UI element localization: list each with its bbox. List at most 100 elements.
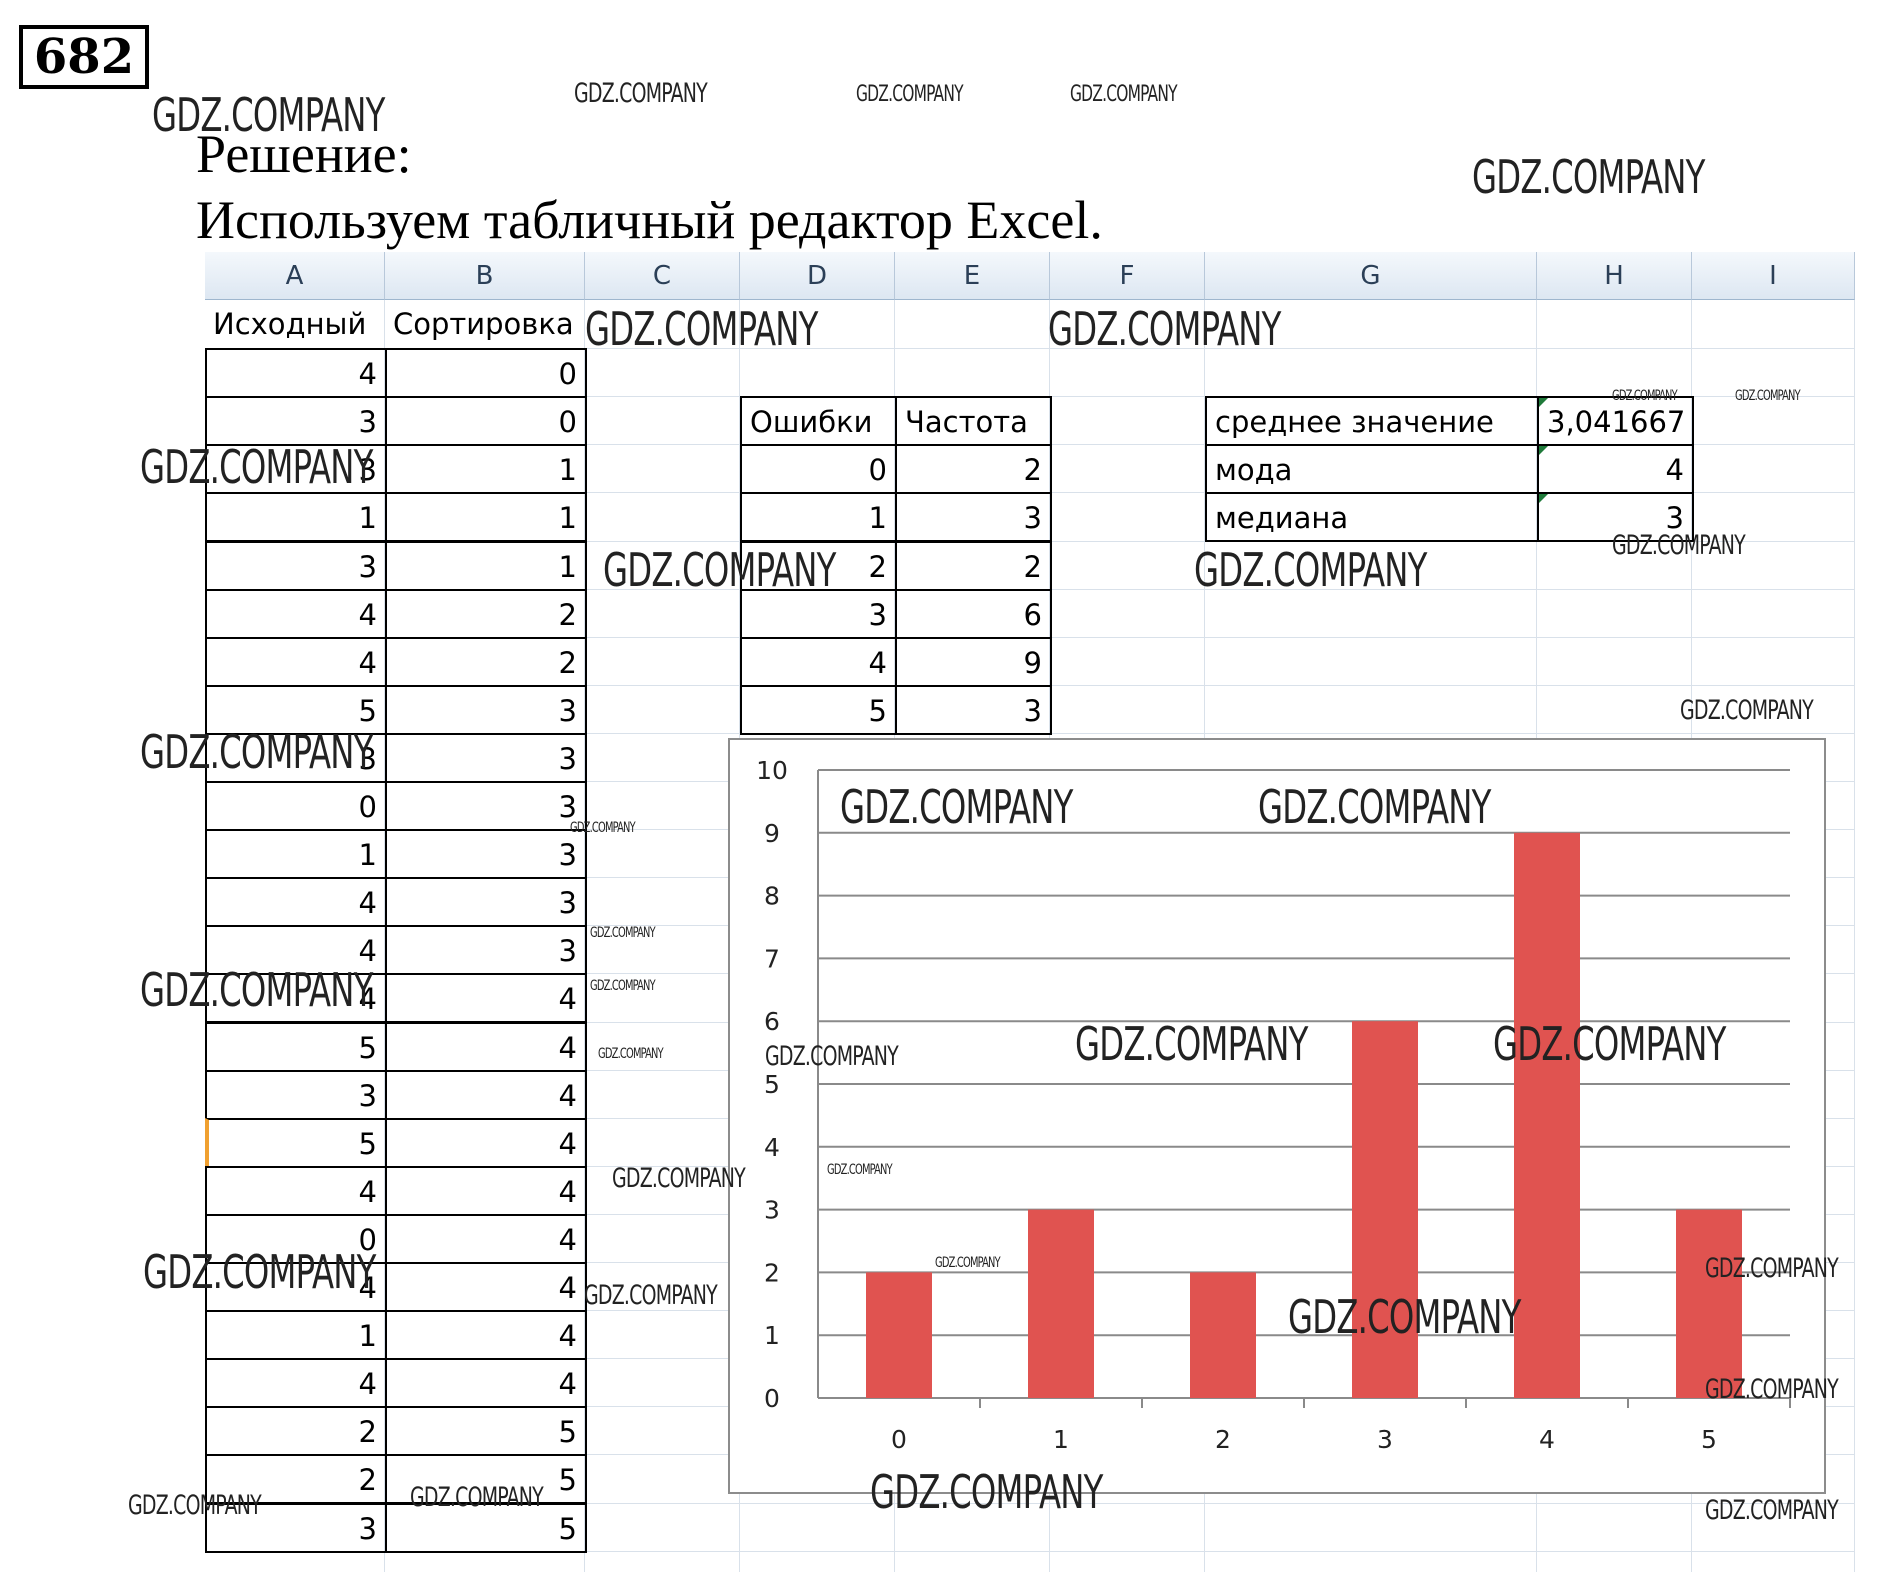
original-value-cell[interactable]: 4 — [205, 1358, 387, 1409]
sorted-value-cell[interactable]: 4 — [385, 1165, 587, 1216]
freq-errors-cell[interactable]: 5 — [740, 684, 897, 735]
sorted-value-cell[interactable]: 1 — [385, 540, 587, 591]
stat-value-cell[interactable]: 3 — [1537, 492, 1694, 543]
original-value-cell[interactable]: 4 — [205, 348, 387, 399]
original-value-cell[interactable]: 4 — [205, 1262, 387, 1313]
x-tick-label: 5 — [1701, 1425, 1717, 1454]
formula-indicator-icon — [1539, 398, 1548, 408]
sorted-value-cell[interactable]: 2 — [385, 588, 587, 639]
column-header-g[interactable]: G — [1205, 252, 1537, 300]
sorted-value-cell[interactable]: 4 — [385, 1213, 587, 1264]
freq-frequency-cell[interactable]: 2 — [895, 444, 1052, 495]
sorted-value-cell[interactable]: 4 — [385, 1262, 587, 1313]
freq-frequency-cell[interactable]: 6 — [895, 588, 1052, 639]
sorted-value-cell[interactable]: 5 — [385, 1502, 587, 1553]
y-tick-label: 0 — [764, 1384, 780, 1413]
freq-header-errors[interactable]: Ошибки — [740, 396, 897, 447]
original-value-cell[interactable]: 5 — [205, 1021, 387, 1072]
header-sorted[interactable]: Сортировка — [393, 307, 574, 341]
sorted-value-cell[interactable]: 0 — [385, 348, 587, 399]
sorted-value-cell[interactable]: 4 — [385, 1021, 587, 1072]
sorted-value-cell[interactable]: 3 — [385, 684, 587, 735]
stat-value-cell[interactable]: 4 — [1537, 444, 1694, 495]
sorted-value-cell[interactable]: 1 — [385, 444, 587, 495]
original-value-cell[interactable]: 3 — [205, 1502, 387, 1553]
grid-row-line — [205, 1502, 1855, 1504]
original-value-cell[interactable]: 1 — [205, 829, 387, 880]
freq-errors-cell[interactable]: 0 — [740, 444, 897, 495]
sorted-value-cell[interactable]: 0 — [385, 396, 587, 447]
original-value-cell[interactable]: 2 — [205, 1406, 387, 1457]
sorted-value-cell[interactable]: 1 — [385, 492, 587, 543]
original-value-cell[interactable]: 2 — [205, 1454, 387, 1505]
original-value-cell[interactable]: 3 — [205, 444, 387, 495]
original-value-cell[interactable]: 4 — [205, 925, 387, 976]
column-header-f[interactable]: F — [1050, 252, 1205, 300]
sorted-value-cell[interactable]: 4 — [385, 973, 587, 1024]
original-value-cell[interactable]: 3 — [205, 732, 387, 783]
column-header-c[interactable]: C — [585, 252, 740, 300]
column-header-d[interactable]: D — [740, 252, 895, 300]
original-value-cell[interactable]: 4 — [205, 636, 387, 687]
frequency-chart[interactable]: 0 1 2 3 4 5 6 7 8 9 10 0 1 2 3 4 5 — [728, 738, 1826, 1494]
stat-label-cell[interactable]: медиана — [1205, 492, 1539, 543]
sorted-value-cell[interactable]: 3 — [385, 925, 587, 976]
freq-frequency-cell[interactable]: 2 — [895, 540, 1052, 591]
y-tick-label: 10 — [756, 756, 788, 785]
y-tick-label: 2 — [764, 1258, 780, 1287]
sorted-value-cell[interactable]: 3 — [385, 829, 587, 880]
stat-value-cell[interactable]: 3,041667 — [1537, 396, 1694, 447]
formula-indicator-icon — [1539, 446, 1548, 456]
original-value-cell[interactable]: 3 — [205, 1069, 387, 1120]
watermark-text: GDZ.COMPANY — [856, 82, 964, 107]
sorted-value-cell[interactable]: 3 — [385, 877, 587, 928]
original-value-cell[interactable]: 0 — [205, 1213, 387, 1264]
original-value-cell[interactable]: 3 — [205, 396, 387, 447]
sorted-value-cell[interactable]: 4 — [385, 1069, 587, 1120]
freq-errors-cell[interactable]: 1 — [740, 492, 897, 543]
original-value-cell[interactable]: 5 — [205, 684, 387, 735]
sorted-value-cell[interactable]: 3 — [385, 732, 587, 783]
original-value-cell[interactable]: 1 — [205, 1310, 387, 1361]
bar — [1028, 1209, 1094, 1398]
stat-label-cell[interactable]: среднее значение — [1205, 396, 1539, 447]
sorted-value-cell[interactable]: 4 — [385, 1358, 587, 1409]
sorted-value-cell[interactable]: 3 — [385, 781, 587, 832]
original-value-cell[interactable]: 4 — [205, 877, 387, 928]
original-value-cell[interactable]: 3 — [205, 540, 387, 591]
original-value-cell[interactable]: 4 — [205, 1165, 387, 1216]
y-tick-label: 5 — [764, 1070, 780, 1099]
freq-header-frequency[interactable]: Частота — [895, 396, 1052, 447]
sorted-value-cell[interactable]: 2 — [385, 636, 587, 687]
problem-number: 682 — [19, 25, 149, 89]
grid-row-line — [205, 348, 1855, 350]
sorted-value-cell[interactable]: 5 — [385, 1454, 587, 1505]
freq-errors-cell[interactable]: 4 — [740, 636, 897, 687]
bar — [1190, 1272, 1256, 1398]
original-value-cell[interactable]: 5 — [205, 1117, 387, 1168]
original-value-cell[interactable]: 0 — [205, 781, 387, 832]
freq-frequency-cell[interactable]: 9 — [895, 636, 1052, 687]
sorted-value-cell[interactable]: 4 — [385, 1117, 587, 1168]
original-value-cell[interactable]: 4 — [205, 973, 387, 1024]
freq-errors-cell[interactable]: 2 — [740, 540, 897, 591]
column-header-e[interactable]: E — [895, 252, 1050, 300]
stat-label-cell[interactable]: мода — [1205, 444, 1539, 495]
column-header-b[interactable]: B — [385, 252, 585, 300]
freq-errors-cell[interactable]: 3 — [740, 588, 897, 639]
column-header-a[interactable]: A — [205, 252, 385, 300]
y-tick-label: 4 — [764, 1133, 780, 1162]
sorted-value-cell[interactable]: 5 — [385, 1406, 587, 1457]
bar — [1352, 1021, 1418, 1398]
original-value-cell[interactable]: 4 — [205, 588, 387, 639]
original-value-cell[interactable]: 1 — [205, 492, 387, 543]
freq-frequency-cell[interactable]: 3 — [895, 492, 1052, 543]
sorted-value-cell[interactable]: 4 — [385, 1310, 587, 1361]
column-header-h[interactable]: H — [1537, 252, 1692, 300]
column-header-i[interactable]: I — [1692, 252, 1855, 300]
header-original[interactable]: Исходный — [213, 307, 367, 341]
bar — [1514, 832, 1580, 1398]
freq-frequency-cell[interactable]: 3 — [895, 684, 1052, 735]
grid-col-line — [584, 300, 585, 1572]
